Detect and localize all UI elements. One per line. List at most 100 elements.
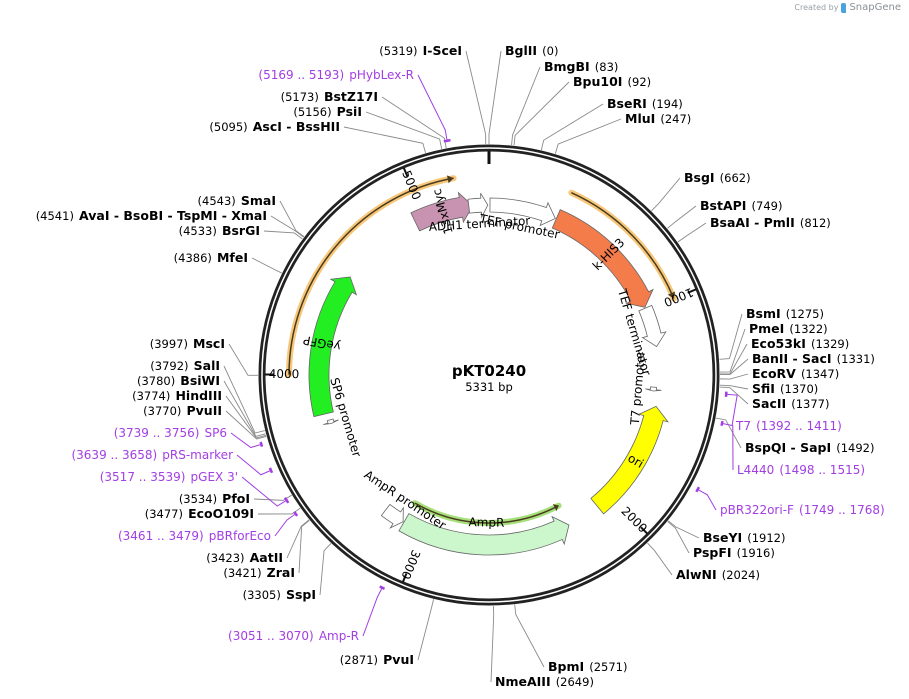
enzyme-site-label: BsmI (1275) [746,304,824,323]
enzyme-name: PmeI [749,321,784,336]
primer-label: (5169 .. 5193) pHybLex-R [258,65,414,84]
enzyme-site-label: BspQI - SapI (1492) [745,438,874,457]
primer-range: (3517 .. 3539) [100,470,186,484]
enzyme-leader-line [488,50,502,144]
enzyme-name: BanII - SacI [752,351,832,366]
enzyme-leader-line [465,50,487,145]
primer-range: (3051 .. 3070) [228,629,314,643]
enzyme-leader-line [365,111,443,149]
enzyme-position: (3534) [179,492,217,506]
enzyme-site-label: (3774) HindIII [132,386,222,405]
feature-label-adh1-terminator: ADH1 terminator [428,214,530,234]
enzyme-name: AlwNI [676,567,717,582]
enzyme-leader-line [667,520,700,539]
primer-name: pBRforEco [209,529,271,543]
enzyme-site-label: (3305) SspI [243,585,316,604]
feature-label-ori: ori [625,451,646,471]
primer-bind-site [259,441,264,447]
primer-bind-site [695,486,701,493]
enzyme-site-label: BglII (0) [505,41,558,60]
enzyme-site-label: (3534) PfoI [179,489,250,508]
enzyme-leader-line [511,66,541,146]
snapgene-credit: Created by SnapGene [794,2,901,13]
enzyme-site-label: EcoRV (1347) [752,364,839,383]
enzyme-name: EcoO109I [188,506,254,521]
primer-leader-line [230,432,261,449]
primer-bind-site [283,496,290,504]
primer-leader-line [417,74,448,140]
primer-label: (3461 .. 3479) pBRforEco [118,526,271,545]
primer-leader-line [236,454,271,476]
enzyme-site-label: (5095) AscI - BssHII [209,117,340,136]
primer-name: Amp-R [319,629,359,643]
primer-name: SP6 [205,426,228,440]
enzyme-leader-line [298,519,310,574]
enzyme-site-label: (3477) EcoO109I [145,504,254,523]
primer-range: (5169 .. 5193) [258,68,344,82]
primer-leader-line [722,423,734,471]
center-label: pKT0240 5331 bp [452,362,526,394]
feature-ori [590,405,669,515]
enzyme-name: PvuI [383,652,414,667]
feature-tef-terminator [638,304,667,348]
enzyme-position: (92) [628,75,652,89]
enzyme-position: (1329) [811,337,849,351]
enzyme-name: MscI [193,336,225,351]
enzyme-position: (5173) [281,90,319,104]
enzyme-name: AatII [250,550,283,565]
feature-label-t7-promoter: T7 promoter [628,350,648,426]
enzyme-leader-line [667,521,690,554]
plasmid-length: 5331 bp [465,380,513,394]
enzyme-leader-line [286,519,310,559]
enzyme-leader-line [667,205,697,229]
primer-bind-site [443,138,451,143]
enzyme-position: (3780) [137,374,175,388]
enzyme-site-label: (2871) PvuI [340,650,414,669]
enzyme-site-label: (5319) I-SceI [379,41,462,60]
enzyme-name: SfiI [752,381,775,396]
enzyme-name: BglII [505,43,537,58]
feature-tef-promoter [489,197,556,227]
enzyme-name: BseRI [607,96,647,111]
enzyme-leader-line [417,599,435,661]
enzyme-leader-line [253,494,292,501]
enzyme-position: (194) [652,97,683,111]
primer-label: L4440 (1498 .. 1515) [737,460,865,479]
enzyme-site-label: SfiI (1370) [752,379,818,398]
enzyme-position: (4533) [179,224,217,238]
enzyme-name: BmgBI [544,59,590,74]
enzyme-leader-line [719,373,749,380]
credit-brand: SnapGene [849,2,901,13]
enzyme-position: (2871) [340,653,378,667]
enzyme-leader-line [319,543,332,596]
backbone-gap [261,147,717,603]
primer-name: T7 [735,419,751,433]
enzyme-position: (0) [542,44,558,58]
enzyme-leader-line [554,118,622,154]
enzyme-site-label: NmeAIII (2649) [495,672,594,691]
primer-bind-site [720,420,724,426]
enzyme-name: SspI [286,587,316,602]
enzyme-leader-line [228,343,259,376]
enzyme-name: PsiI [337,104,362,119]
enzyme-name: BseYI [703,530,742,545]
enzyme-name: PfoI [222,491,250,506]
enzyme-site-label: Bpu10I (92) [573,72,651,91]
enzyme-leader-line [490,605,495,683]
enzyme-position: (3774) [132,389,170,403]
enzyme-position: (3423) [206,551,244,565]
tick-mark [687,288,697,294]
enzyme-leader-line [279,200,305,238]
enzyme-position: (5319) [379,44,417,58]
primer-layer [259,138,728,590]
enzyme-leader-line [540,103,604,151]
primer-label: (3639 .. 3658) pRS-marker [71,445,233,464]
enzyme-leader-line [223,380,266,437]
leader-lines-layer [223,50,749,683]
enzyme-position: (3770) [143,404,181,418]
enzyme-name: BsrGI [222,223,260,238]
enzyme-position: (1912) [747,531,785,545]
enzyme-site-label: (4386) MfeI [174,248,248,267]
enzyme-leader-line [719,386,749,405]
